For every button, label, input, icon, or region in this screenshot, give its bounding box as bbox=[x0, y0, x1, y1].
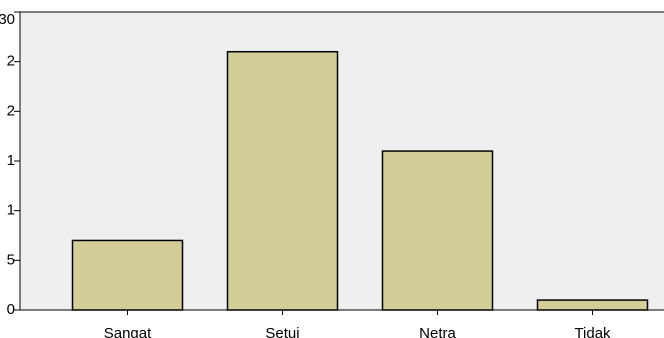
x-tick-label: Tidak bbox=[574, 325, 611, 338]
bar bbox=[536, 299, 649, 311]
y-tick-label: 2 bbox=[7, 53, 15, 70]
x-tick-label: Sangat bbox=[104, 325, 152, 338]
y-tick-label: 5 bbox=[7, 251, 15, 268]
y-tick-label: 30 bbox=[0, 11, 15, 28]
bar bbox=[71, 239, 184, 311]
bar bbox=[226, 50, 339, 311]
bar bbox=[381, 150, 494, 311]
x-tick-label: Setuj bbox=[265, 325, 299, 338]
y-tick-label: 1 bbox=[7, 152, 15, 169]
y-tick-label: 1 bbox=[7, 202, 15, 219]
y-tick-label: 0 bbox=[7, 301, 15, 318]
x-tick-label: Netra bbox=[419, 325, 456, 338]
y-tick-label: 2 bbox=[7, 102, 15, 119]
